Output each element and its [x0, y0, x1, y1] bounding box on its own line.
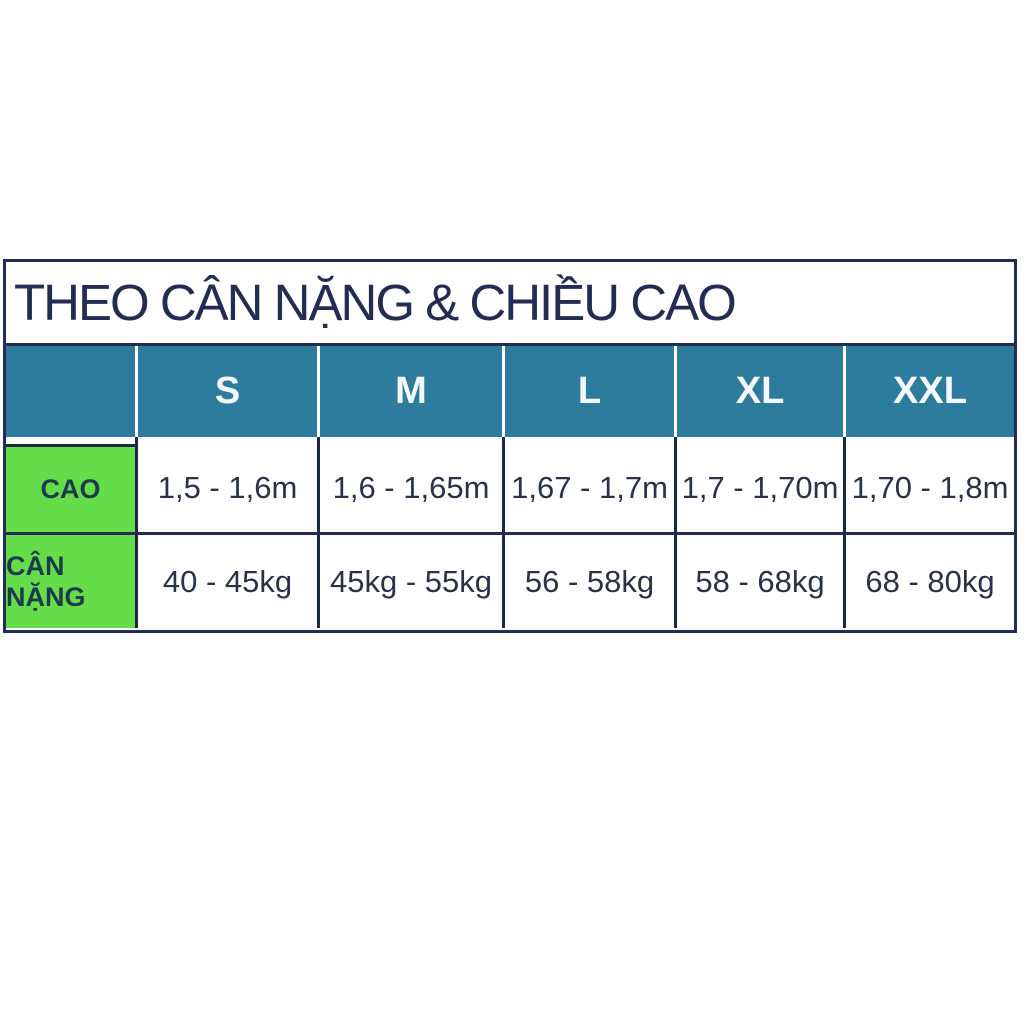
weight-value-xl: 58 - 68kg — [677, 535, 846, 628]
weight-value-m: 45kg - 55kg — [320, 535, 505, 628]
size-chart-title: THEO CÂN NẶNG & CHIỀU CAO — [14, 274, 737, 331]
size-header-row: S M L XL XXL — [6, 346, 1014, 437]
weight-row: CÂN NẶNG 40 - 45kg 45kg - 55kg 56 - 58kg… — [6, 535, 1014, 628]
row-divider — [6, 532, 1014, 535]
height-value-m: 1,6 - 1,65m — [320, 444, 505, 532]
height-value-xl: 1,7 - 1,70m — [677, 444, 846, 532]
size-column-header-m: M — [320, 346, 505, 437]
weight-row-label: CÂN NẶNG — [6, 535, 138, 628]
size-header-empty-cell — [6, 346, 138, 437]
size-chart-title-band: THEO CÂN NẶNG & CHIỀU CAO — [6, 262, 1014, 346]
size-column-header-xxl: XXL — [846, 346, 1014, 437]
weight-value-xxl: 68 - 80kg — [846, 535, 1014, 628]
weight-value-l: 56 - 58kg — [505, 535, 677, 628]
size-chart-table: THEO CÂN NẶNG & CHIỀU CAO S M L XL XXL C… — [3, 259, 1017, 633]
height-value-s: 1,5 - 1,6m — [138, 444, 320, 532]
weight-value-s: 40 - 45kg — [138, 535, 320, 628]
height-value-l: 1,67 - 1,7m — [505, 444, 677, 532]
size-column-header-xl: XL — [677, 346, 846, 437]
height-value-xxl: 1,70 - 1,8m — [846, 444, 1014, 532]
size-column-header-l: L — [505, 346, 677, 437]
header-body-gap — [6, 437, 1014, 444]
size-column-header-s: S — [138, 346, 320, 437]
height-row-label: CAO — [6, 444, 138, 532]
height-row: CAO 1,5 - 1,6m 1,6 - 1,65m 1,67 - 1,7m 1… — [6, 444, 1014, 532]
